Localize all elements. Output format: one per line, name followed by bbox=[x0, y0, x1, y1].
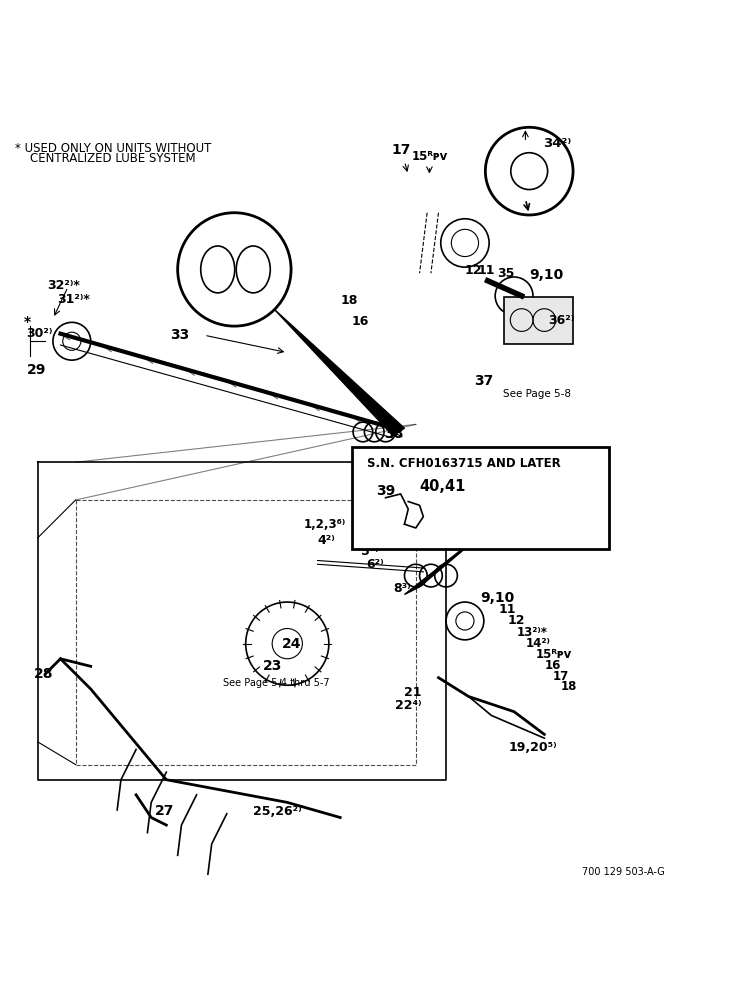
Text: 29: 29 bbox=[26, 363, 46, 377]
Text: 25,26²⁾: 25,26²⁾ bbox=[253, 805, 302, 818]
Text: * USED ONLY ON UNITS WITHOUT: * USED ONLY ON UNITS WITHOUT bbox=[15, 142, 212, 155]
Text: 12: 12 bbox=[464, 264, 482, 277]
FancyBboxPatch shape bbox=[352, 447, 609, 549]
Text: S.N. CFH0163715 AND LATER: S.N. CFH0163715 AND LATER bbox=[367, 457, 560, 470]
Text: 22⁴⁾: 22⁴⁾ bbox=[395, 699, 421, 712]
Text: 28: 28 bbox=[34, 667, 54, 681]
Text: 36²⁾: 36²⁾ bbox=[548, 314, 575, 327]
Text: 40,41: 40,41 bbox=[420, 479, 466, 494]
Text: 13²⁾*: 13²⁾* bbox=[517, 626, 548, 639]
Text: 9,10: 9,10 bbox=[480, 591, 514, 605]
Text: 9,10: 9,10 bbox=[529, 268, 563, 282]
Text: 24: 24 bbox=[282, 637, 302, 651]
Text: 34²⁾: 34²⁾ bbox=[543, 137, 571, 150]
Text: 31²⁾*: 31²⁾* bbox=[57, 293, 89, 306]
Text: 18: 18 bbox=[561, 680, 578, 693]
Text: 30²⁾: 30²⁾ bbox=[26, 327, 53, 340]
Text: 18: 18 bbox=[340, 294, 358, 307]
Text: 16: 16 bbox=[544, 659, 561, 672]
Text: 5²⁾: 5²⁾ bbox=[361, 545, 379, 558]
Circle shape bbox=[178, 213, 291, 326]
Text: 19,20⁵⁾: 19,20⁵⁾ bbox=[509, 741, 557, 754]
Text: CENTRALIZED LUBE SYSTEM: CENTRALIZED LUBE SYSTEM bbox=[30, 152, 196, 165]
Text: 16: 16 bbox=[352, 315, 369, 328]
Text: 4²⁾: 4²⁾ bbox=[318, 534, 335, 547]
Text: 39: 39 bbox=[376, 484, 395, 498]
Text: 27: 27 bbox=[155, 804, 175, 818]
Text: 33: 33 bbox=[170, 328, 189, 342]
Text: 7²⁾: 7²⁾ bbox=[510, 475, 528, 488]
Polygon shape bbox=[274, 309, 404, 436]
Text: 17: 17 bbox=[392, 143, 411, 157]
Text: 17: 17 bbox=[553, 670, 569, 683]
Text: 23: 23 bbox=[263, 659, 283, 673]
Text: 7⁴⁾: 7⁴⁾ bbox=[259, 234, 277, 247]
Circle shape bbox=[482, 458, 569, 545]
FancyBboxPatch shape bbox=[504, 297, 573, 344]
Text: 6²⁾: 6²⁾ bbox=[366, 558, 383, 571]
Text: 11: 11 bbox=[478, 264, 495, 277]
Polygon shape bbox=[404, 523, 494, 594]
Text: 15ᴿᴘᴠ: 15ᴿᴘᴠ bbox=[535, 648, 572, 661]
Text: 32²⁾*: 32²⁾* bbox=[48, 279, 80, 292]
Text: 1,2,3⁶⁾: 1,2,3⁶⁾ bbox=[304, 518, 346, 531]
Text: *: * bbox=[24, 315, 31, 329]
Text: See Page 5-4 thru 5-7: See Page 5-4 thru 5-7 bbox=[223, 678, 330, 688]
Text: 12: 12 bbox=[508, 614, 525, 627]
Text: 11: 11 bbox=[499, 603, 516, 616]
Text: 8³⁾: 8³⁾ bbox=[393, 582, 411, 595]
Text: 35: 35 bbox=[497, 267, 514, 280]
Text: 38: 38 bbox=[384, 427, 404, 441]
Text: 700 129 503-A-G: 700 129 503-A-G bbox=[582, 867, 665, 877]
Text: 37: 37 bbox=[474, 374, 493, 388]
Text: See Page 5-8: See Page 5-8 bbox=[503, 389, 572, 399]
Text: 15ᴿᴘᴠ: 15ᴿᴘᴠ bbox=[412, 150, 448, 163]
Text: 14²⁾: 14²⁾ bbox=[526, 637, 551, 650]
Text: 21: 21 bbox=[404, 686, 422, 699]
